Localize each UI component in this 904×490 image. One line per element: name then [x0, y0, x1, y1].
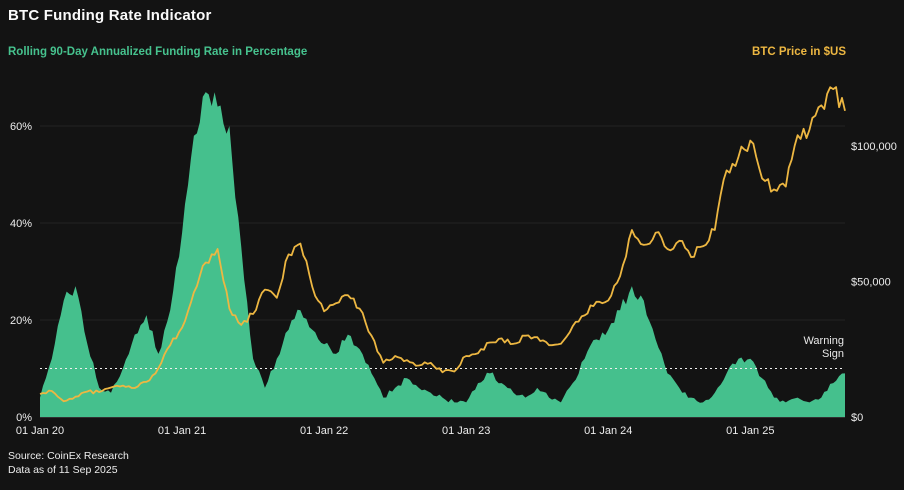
left-axis-title: Rolling 90-Day Annualized Funding Rate i… [8, 46, 308, 58]
right-axis-title: BTC Price in $US [752, 46, 846, 58]
right-axis-tick-label: $0 [851, 412, 863, 424]
footer-notes: Source: CoinEx Research Data as of 11 Se… [8, 449, 129, 477]
x-axis-tick-label: 01 Jan 21 [158, 425, 206, 437]
page-title: BTC Funding Rate Indicator [8, 7, 212, 24]
x-axis-tick-label: 01 Jan 20 [16, 425, 64, 437]
left-axis-tick-label: 40% [10, 218, 32, 230]
left-axis-tick-label: 60% [10, 121, 32, 133]
funding-rate-area-series [40, 92, 845, 417]
x-axis-tick-label: 01 Jan 23 [442, 425, 490, 437]
btc-price-line-series [39, 86, 846, 403]
warning-sign-label-line2: Sign [821, 348, 844, 360]
left-axis-tick-labels: 0% 20% 40% 60% [10, 121, 32, 424]
x-axis-tick-label: 01 Jan 24 [584, 425, 632, 437]
right-axis-tick-label: $50,000 [851, 277, 891, 289]
warning-sign-label: Warning Sign [803, 335, 844, 361]
right-axis-tick-labels: $0 $50,000 $100,000 [851, 141, 897, 424]
as-of-note: Data as of 11 Sep 2025 [8, 464, 118, 476]
warning-sign-label-line1: Warning [803, 335, 844, 347]
x-axis-tick-labels: 01 Jan 20 01 Jan 21 01 Jan 22 01 Jan 23 01 J… [16, 425, 775, 437]
x-axis-tick-label: 01 Jan 22 [300, 425, 348, 437]
right-axis-tick-label: $100,000 [851, 141, 897, 153]
source-note: Source: CoinEx Research [8, 450, 129, 462]
left-axis-tick-label: 20% [10, 315, 32, 327]
left-axis-tick-label: 0% [16, 412, 32, 424]
x-axis-tick-label: 01 Jan 25 [726, 425, 774, 437]
